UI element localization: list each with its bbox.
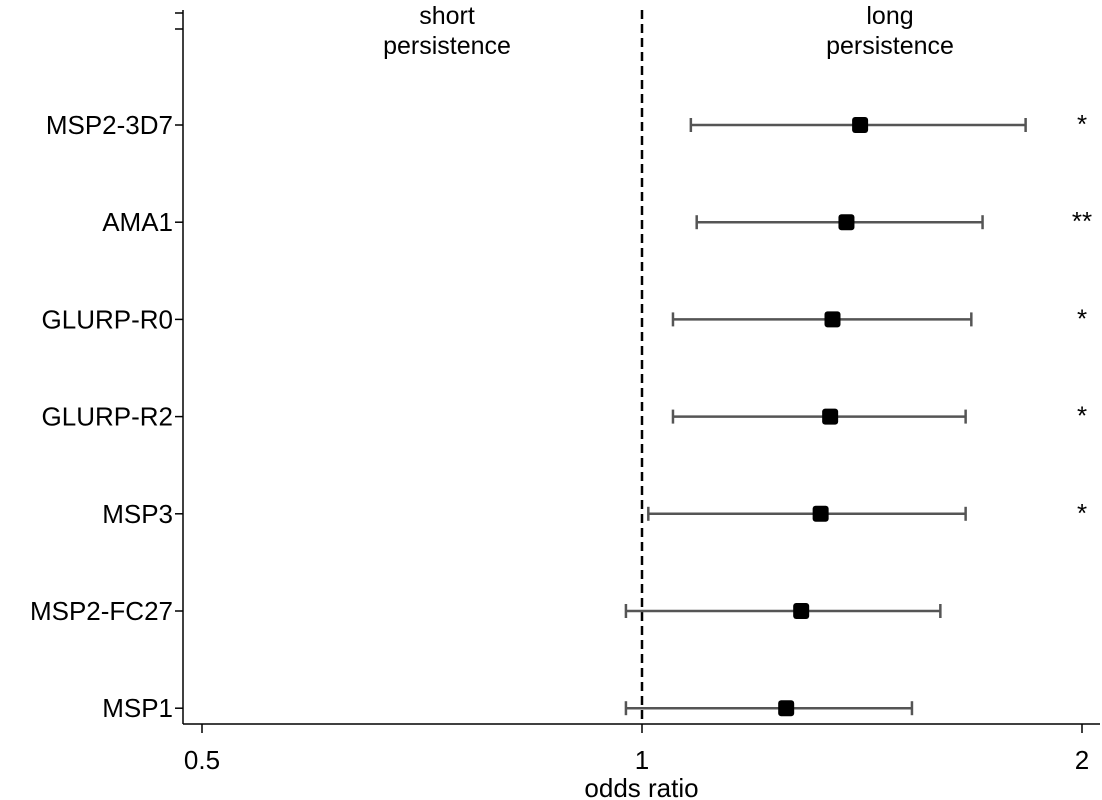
region-label-left: short — [419, 2, 475, 30]
row-label: MSP2-FC27 — [30, 596, 173, 626]
row-label: GLURP-R0 — [42, 304, 173, 334]
point-estimate — [793, 603, 810, 619]
row-label: AMA1 — [102, 207, 173, 237]
region-label-right: persistence — [826, 32, 954, 60]
significance-marker: ** — [1072, 206, 1092, 236]
x-tick-label: 1 — [635, 745, 649, 775]
point-estimate — [824, 311, 841, 328]
significance-marker: * — [1077, 498, 1087, 528]
x-tick-label: 0.5 — [184, 745, 220, 775]
significance-marker: * — [1077, 303, 1087, 333]
point-estimate — [812, 505, 829, 522]
row-label: MSP3 — [102, 499, 173, 529]
forest-marks: MSP2-3D7 * AMA1 ** GLURP-R0 * GLURP-R2 * MSP3 * MS… — [30, 109, 1092, 723]
row-label: MSP2-3D7 — [46, 110, 173, 140]
row-label: GLURP-R2 — [42, 402, 173, 432]
significance-marker: * — [1077, 109, 1087, 139]
x-axis-label: odds ratio — [584, 773, 698, 800]
point-estimate — [822, 408, 839, 425]
x-tick-label: 2 — [1075, 745, 1089, 775]
point-estimate — [778, 700, 795, 717]
significance-marker: * — [1077, 401, 1087, 431]
region-label-right: long — [866, 2, 913, 30]
point-estimate — [838, 214, 855, 231]
row-label: MSP1 — [102, 693, 173, 723]
region-label-left: persistence — [383, 32, 511, 60]
point-estimate — [852, 117, 869, 133]
